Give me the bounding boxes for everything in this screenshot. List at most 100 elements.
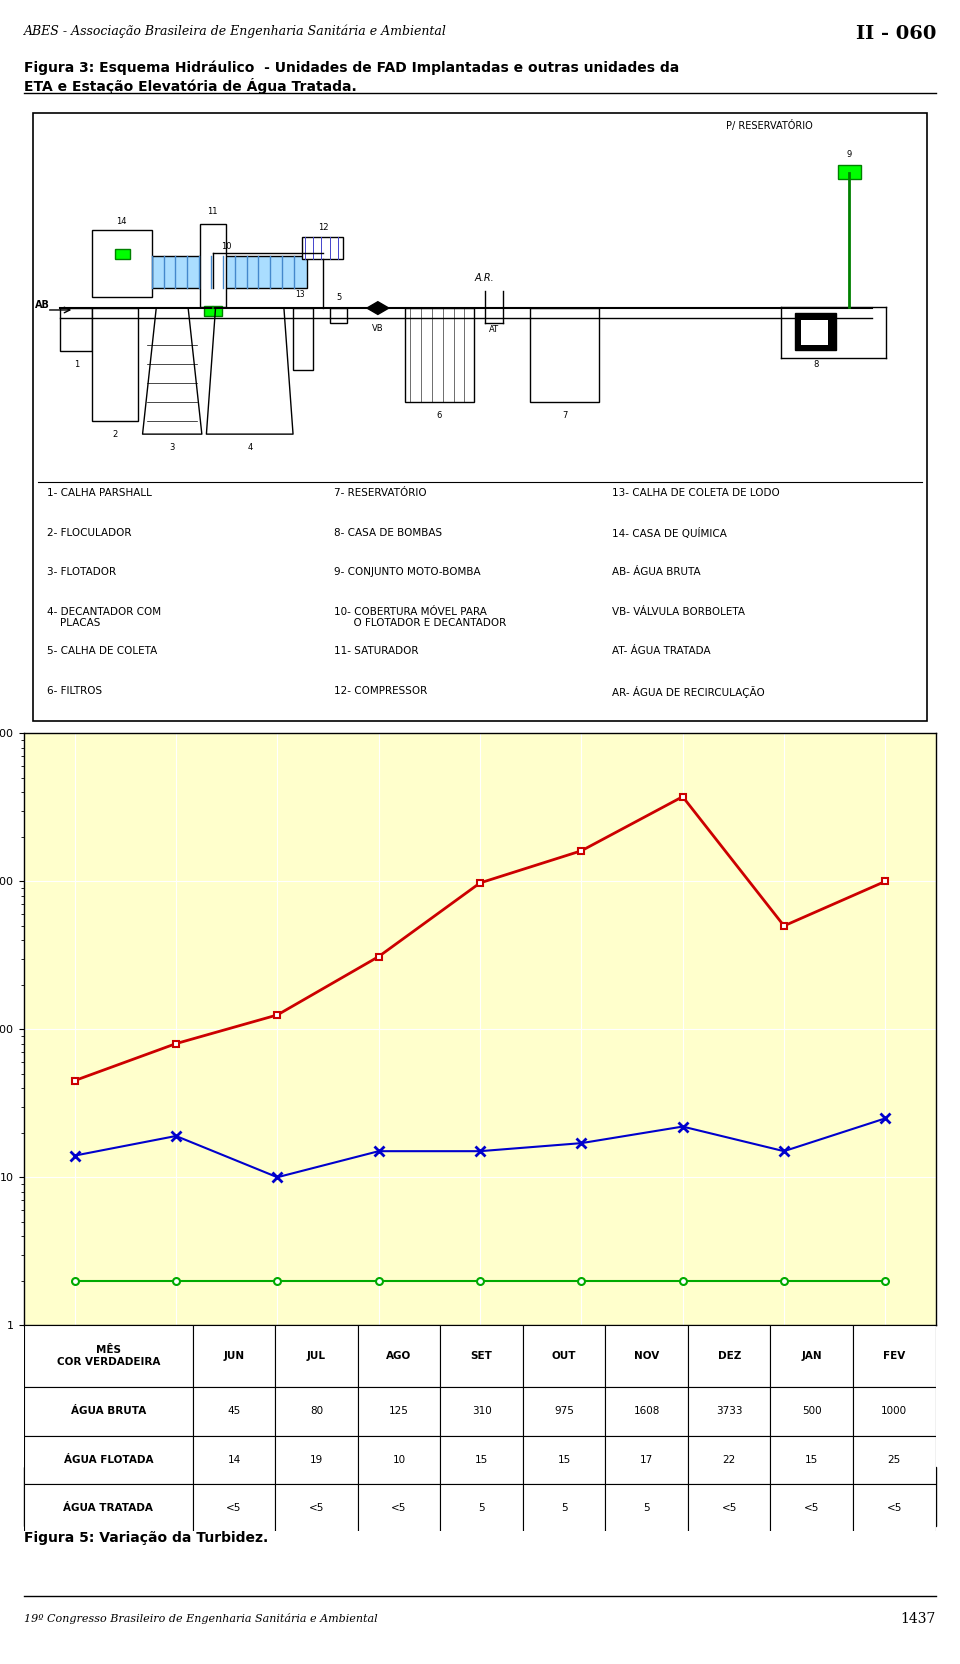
Text: 12- COMPRESSOR: 12- COMPRESSOR: [334, 686, 427, 696]
Bar: [24, 1388, 193, 1436]
Text: 9: 9: [847, 150, 852, 160]
Bar: [606, 1436, 688, 1484]
Bar: [358, 1436, 441, 1484]
Bar: [771, 1388, 853, 1436]
Text: NOV: NOV: [634, 1351, 660, 1361]
Text: 6: 6: [436, 411, 442, 421]
Bar: [771, 1436, 853, 1484]
Bar: [24, 1484, 193, 1533]
Text: 17: 17: [640, 1454, 654, 1464]
Text: 3- FLOTADOR: 3- FLOTADOR: [47, 567, 116, 577]
Text: AB: AB: [35, 300, 50, 310]
Text: SET: SET: [470, 1351, 492, 1361]
Text: 2: 2: [112, 431, 118, 439]
Bar: [853, 1436, 936, 1484]
Text: ÁGUA BRUTA: ÁGUA BRUTA: [152, 1493, 232, 1503]
Text: 13: 13: [295, 290, 304, 300]
Text: 5: 5: [336, 293, 341, 303]
Text: 5: 5: [643, 1503, 650, 1513]
Text: JUN: JUN: [224, 1351, 245, 1361]
Text: 15: 15: [475, 1454, 489, 1464]
Text: VB- VÁLVULA BORBOLETA: VB- VÁLVULA BORBOLETA: [612, 607, 745, 617]
Text: 2- FLOCULADOR: 2- FLOCULADOR: [47, 527, 132, 537]
Text: ÁGUA TRATADA: ÁGUA TRATADA: [689, 1493, 786, 1503]
Bar: [293, 308, 313, 371]
Polygon shape: [367, 301, 389, 314]
Text: 310: 310: [471, 1406, 492, 1416]
Bar: [405, 308, 473, 403]
Bar: [330, 308, 347, 323]
Text: 500: 500: [802, 1406, 822, 1416]
Bar: [358, 1325, 441, 1388]
Text: AT: AT: [489, 324, 499, 334]
Text: 45: 45: [228, 1406, 241, 1416]
Text: 12: 12: [318, 223, 328, 233]
Text: 6- FILTROS: 6- FILTROS: [47, 686, 102, 696]
Text: ABES - Associação Brasileira de Engenharia Sanitária e Ambiental: ABES - Associação Brasileira de Engenhar…: [24, 25, 446, 38]
Bar: [795, 313, 835, 349]
Text: <5: <5: [227, 1503, 242, 1513]
Text: JUL: JUL: [307, 1351, 326, 1361]
Bar: [193, 1484, 276, 1533]
Text: 5- CALHA DE COLETA: 5- CALHA DE COLETA: [47, 646, 157, 656]
Text: 13- CALHA DE COLETA DE LODO: 13- CALHA DE COLETA DE LODO: [612, 488, 780, 498]
Text: 3733: 3733: [716, 1406, 742, 1416]
Bar: [302, 236, 343, 260]
Text: 11- SATURADOR: 11- SATURADOR: [334, 646, 419, 656]
Bar: [801, 319, 828, 344]
Text: Figura 5: Variação da Turbidez.: Figura 5: Variação da Turbidez.: [24, 1531, 268, 1546]
Text: 1437: 1437: [900, 1612, 936, 1626]
Text: 9- CONJUNTO MOTO-BOMBA: 9- CONJUNTO MOTO-BOMBA: [334, 567, 481, 577]
Text: P/ RESERVATÓRIO: P/ RESERVATÓRIO: [726, 120, 813, 130]
Text: 7- RESERVATÓRIO: 7- RESERVATÓRIO: [334, 488, 426, 498]
Text: DEZ: DEZ: [717, 1351, 741, 1361]
Bar: [358, 1388, 441, 1436]
Bar: [441, 1436, 523, 1484]
Text: JAN: JAN: [802, 1351, 822, 1361]
Text: 25: 25: [888, 1454, 900, 1464]
Bar: [193, 1388, 276, 1436]
Text: AT- ÁGUA TRATADA: AT- ÁGUA TRATADA: [612, 646, 710, 656]
Text: 14: 14: [116, 216, 127, 226]
Text: <5: <5: [804, 1503, 820, 1513]
Text: <5: <5: [309, 1503, 324, 1513]
Text: 4: 4: [248, 443, 252, 453]
Text: ÁGUA BRUTA: ÁGUA BRUTA: [71, 1406, 146, 1416]
Bar: [606, 1388, 688, 1436]
Text: 8: 8: [813, 361, 818, 369]
X-axis label: MESES  1995 / 1996: MESES 1995 / 1996: [411, 1351, 549, 1363]
Text: AR- ÁGUA DE RECIRCULAÇÃO: AR- ÁGUA DE RECIRCULAÇÃO: [612, 686, 765, 697]
Bar: [204, 306, 222, 316]
Text: 3: 3: [169, 443, 175, 453]
Text: 10: 10: [393, 1454, 406, 1464]
Text: 975: 975: [554, 1406, 574, 1416]
Bar: [92, 308, 138, 421]
Bar: [92, 230, 152, 298]
Bar: [688, 1484, 771, 1533]
Bar: [853, 1484, 936, 1533]
Text: Figura 4: Variação da Cor Verdadeira.: Figura 4: Variação da Cor Verdadeira.: [24, 759, 320, 772]
Bar: [771, 1325, 853, 1388]
Text: 10: 10: [221, 243, 231, 251]
Text: Figura 3: Esquema Hidráulico  - Unidades de FAD Implantadas e outras unidades da: Figura 3: Esquema Hidráulico - Unidades …: [24, 60, 680, 93]
Bar: [606, 1484, 688, 1533]
Bar: [688, 1325, 771, 1388]
Bar: [115, 250, 130, 260]
Text: 7: 7: [563, 411, 567, 421]
Text: VB: VB: [372, 324, 384, 333]
Text: 19: 19: [310, 1454, 324, 1464]
Bar: [24, 1325, 193, 1388]
Bar: [441, 1388, 523, 1436]
Bar: [276, 1325, 358, 1388]
Text: 1- CALHA PARSHALL: 1- CALHA PARSHALL: [47, 488, 152, 498]
Text: 10- COBERTURA MÓVEL PARA
      O FLOTADOR E DECANTADOR: 10- COBERTURA MÓVEL PARA O FLOTADOR E DE…: [334, 607, 506, 629]
Text: <5: <5: [392, 1503, 407, 1513]
Bar: [60, 308, 92, 351]
Bar: [276, 1388, 358, 1436]
Bar: [200, 225, 226, 306]
Text: 11: 11: [207, 208, 218, 216]
Text: 5: 5: [478, 1503, 485, 1513]
Text: <5: <5: [887, 1503, 902, 1513]
Bar: [193, 1436, 276, 1484]
Text: 19º Congresso Brasileiro de Engenharia Sanitária e Ambiental: 19º Congresso Brasileiro de Engenharia S…: [24, 1614, 377, 1624]
